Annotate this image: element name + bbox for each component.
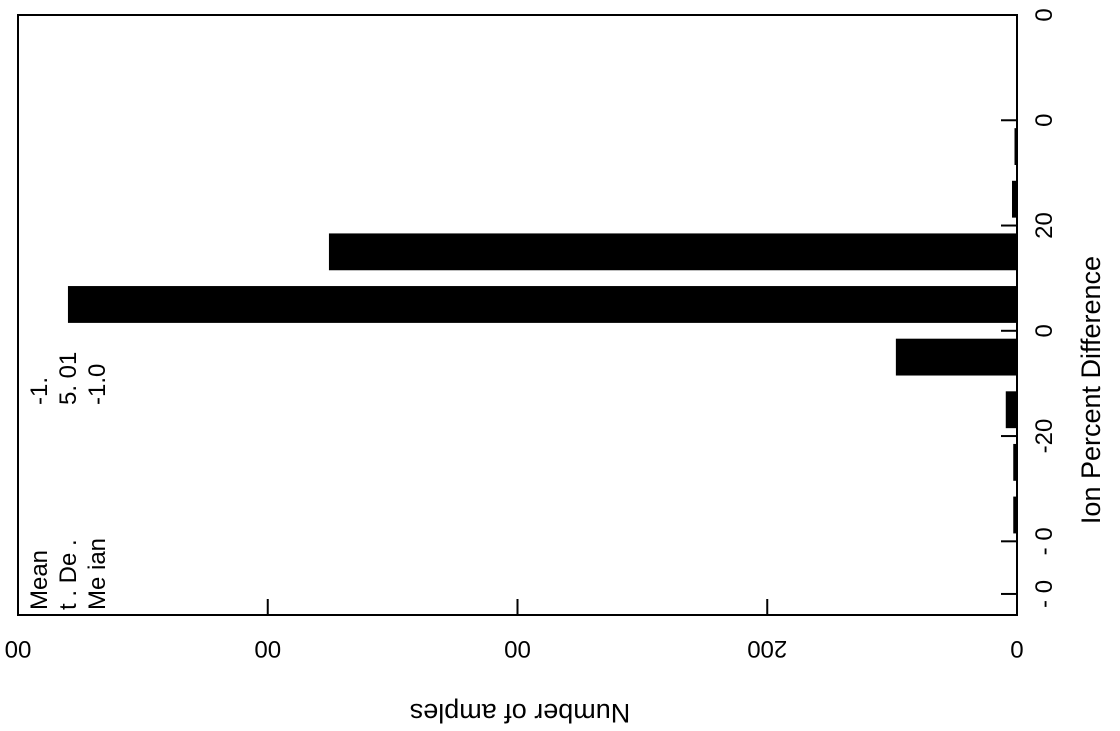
- bar-1: [1013, 443, 1017, 481]
- stat-label-stdev: t . De .: [55, 539, 82, 610]
- y-tick-label-2: 00: [504, 635, 531, 662]
- y-axis-label: Number of amples: [410, 698, 631, 728]
- y-tick-label-3: 00: [254, 635, 281, 662]
- stats-box: Mean t . De . Me ian -1. 5. 01 -1.0: [26, 352, 111, 610]
- y-tick-label-1: 200: [747, 635, 787, 662]
- bar-7: [1014, 128, 1017, 165]
- stat-label-median: Me ian: [84, 538, 111, 610]
- bar-3: [895, 338, 1017, 376]
- bar-0: [1013, 496, 1017, 534]
- y-tick-label-0: 0: [1010, 635, 1023, 662]
- x-tick-label-0: - 0: [1031, 580, 1058, 608]
- bar-5: [328, 233, 1018, 271]
- bars-group: [67, 128, 1018, 534]
- stat-value-mean: -1.: [26, 377, 53, 405]
- x-tick-label-1: - 0: [1031, 527, 1058, 555]
- bar-4: [67, 286, 1017, 323]
- axis-ticks: [17, 14, 1018, 615]
- stat-value-median: -1.0: [84, 364, 111, 405]
- x-tick-label-4: 20: [1031, 212, 1058, 239]
- stat-label-mean: Mean: [26, 550, 53, 610]
- stat-value-stdev: 5. 01: [55, 352, 82, 405]
- bar-2: [1005, 391, 1017, 429]
- bar-6: [1012, 180, 1017, 218]
- y-tick-label-4: 00: [5, 635, 32, 662]
- x-tick-label-3: 0: [1031, 324, 1058, 337]
- x-tick-label-6: 0: [1031, 8, 1058, 21]
- x-axis-label: Ion Percent Difference: [1076, 256, 1106, 524]
- x-tick-label-2: -20: [1031, 419, 1058, 454]
- x-tick-label-5: 0: [1031, 114, 1058, 127]
